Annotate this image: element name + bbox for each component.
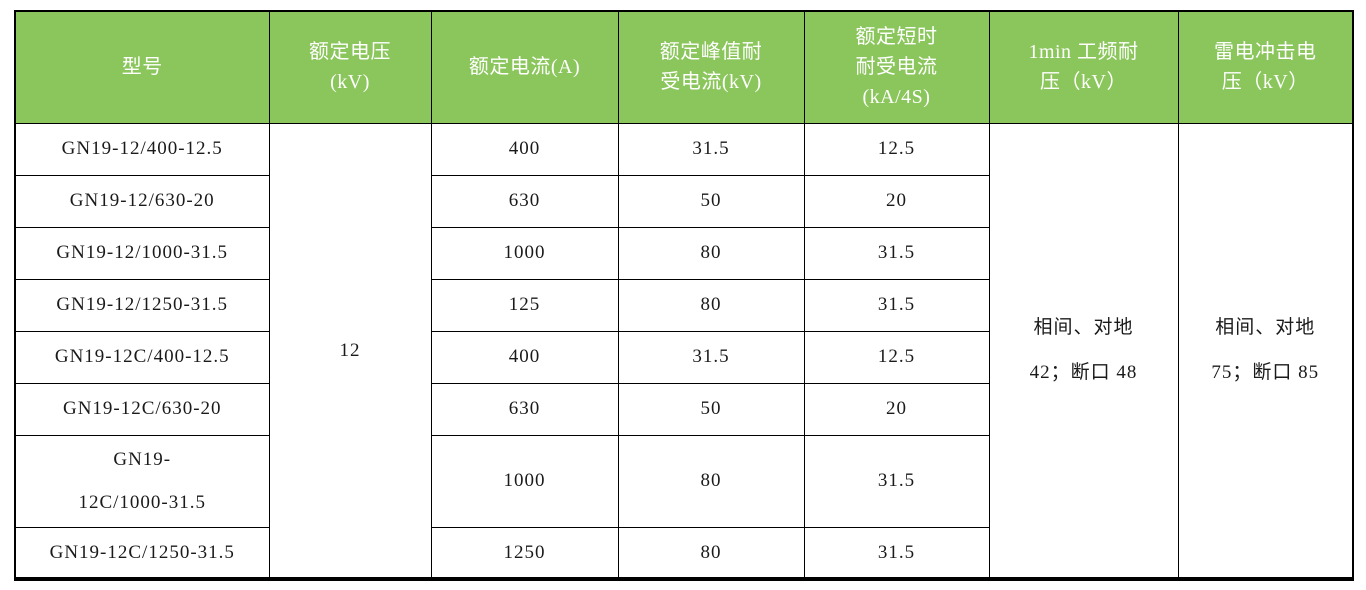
short-time-withstand-cell: 31.5	[803, 278, 990, 332]
short-time-withstand-cell: 31.5	[803, 226, 990, 280]
table-row: GN19-12/1250-31.5 125 80 31.5	[14, 278, 1353, 332]
table-row: GN19-12C/400-12.5 400 31.5 12.5	[14, 330, 1353, 384]
col-header-rated-current: 额定电流(A)	[430, 10, 619, 124]
model-cell: GN19-12C/630-20	[14, 382, 270, 436]
table-row: GN19-12/400-12.5 12 400 31.5 12.5 相间、对地 42；断口…	[14, 122, 1354, 580]
table-row: GN19-12C/1250-31.5 1250 80 31.5	[14, 526, 1353, 580]
model-cell: GN19-12C/1250-31.5	[14, 526, 270, 580]
rated-current-cell: 400	[430, 122, 619, 176]
model-cell: GN19-12/630-20	[14, 174, 270, 228]
col-header-model: 型号	[14, 10, 270, 124]
peak-withstand-cell: 31.5	[617, 122, 805, 176]
peak-withstand-cell: 80	[617, 278, 805, 332]
peak-withstand-cell: 80	[617, 226, 805, 280]
col-header-lightning-impulse-voltage: 雷电冲击电 压（kV）	[1177, 10, 1354, 124]
rated-current-cell: 630	[430, 382, 619, 436]
rated-current-cell: 1250	[430, 526, 619, 580]
header-row: 型号 额定电压 (kV) 额定电流(A) 额定峰值耐 受电流(kV) 额定短时 …	[14, 10, 1354, 124]
short-time-withstand-cell: 31.5	[803, 526, 990, 580]
peak-withstand-cell: 80	[617, 434, 805, 528]
table-row: GN19-12C/630-20 630 50 20	[14, 382, 1353, 436]
peak-withstand-cell: 31.5	[617, 330, 805, 384]
model-cell: GN19- 12C/1000-31.5	[14, 434, 270, 528]
model-cell: GN19-12/1000-31.5	[14, 226, 270, 280]
power-frequency-withstand-merged-cell: 相间、对地 42；断口 48	[988, 122, 1179, 580]
rated-voltage-merged-cell: 12	[268, 122, 432, 580]
short-time-withstand-cell: 12.5	[803, 330, 990, 384]
peak-withstand-cell: 80	[617, 526, 805, 580]
peak-withstand-cell: 50	[617, 382, 805, 436]
col-header-peak-withstand-current: 额定峰值耐 受电流(kV)	[617, 10, 805, 124]
short-time-withstand-cell: 12.5	[803, 122, 990, 176]
model-cell: GN19-12C/400-12.5	[14, 330, 270, 384]
col-header-power-frequency-withstand-voltage: 1min 工频耐 压（kV）	[988, 10, 1179, 124]
lightning-impulse-merged-cell: 相间、对地 75；断口 85	[1177, 122, 1354, 580]
table-row: GN19-12/630-20 630 50 20	[14, 174, 1353, 228]
rated-current-cell: 1000	[430, 226, 619, 280]
spec-table: 型号 额定电压 (kV) 额定电流(A) 额定峰值耐 受电流(kV) 额定短时 …	[14, 10, 1354, 582]
col-header-short-time-withstand-current: 额定短时 耐受电流 (kA/4S)	[803, 10, 990, 124]
short-time-withstand-cell: 20	[803, 382, 990, 436]
rated-current-cell: 400	[430, 330, 619, 384]
short-time-withstand-cell: 20	[803, 174, 990, 228]
rated-current-cell: 1000	[430, 434, 619, 528]
col-header-rated-voltage: 额定电压 (kV)	[268, 10, 432, 124]
model-cell: GN19-12/1250-31.5	[14, 278, 270, 332]
short-time-withstand-cell: 31.5	[803, 434, 990, 528]
rated-current-cell: 630	[430, 174, 619, 228]
model-cell: GN19-12/400-12.5	[14, 122, 270, 176]
table-row: GN19-12/1000-31.5 1000 80 31.5	[14, 226, 1353, 280]
rated-current-cell: 125	[430, 278, 619, 332]
table-row: GN19- 12C/1000-31.5 1000 80 31.5	[14, 434, 1353, 528]
peak-withstand-cell: 50	[617, 174, 805, 228]
